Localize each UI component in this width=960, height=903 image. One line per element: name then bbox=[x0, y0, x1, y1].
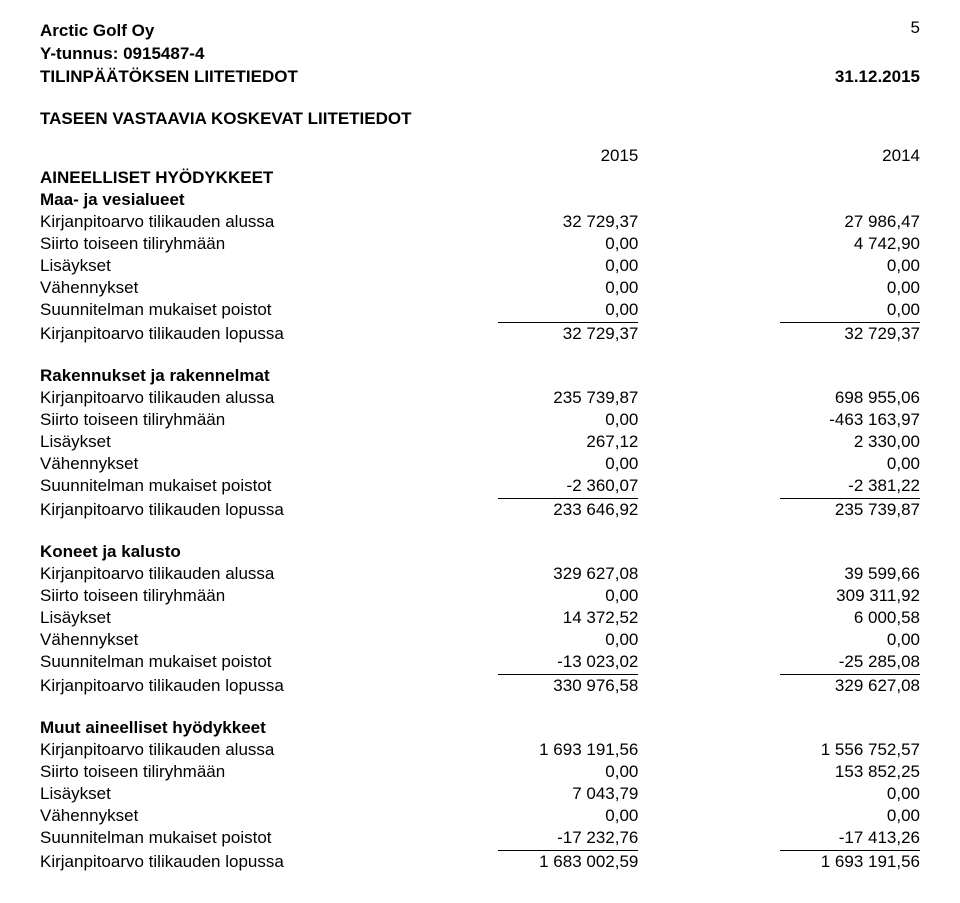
row-value-2: -2 381,22 bbox=[638, 475, 920, 497]
row-value-2: 235 739,87 bbox=[638, 497, 920, 521]
row-value-2: 0,00 bbox=[638, 255, 920, 277]
row-value-1: -13 023,02 bbox=[445, 651, 639, 673]
row-value-2: 0,00 bbox=[638, 453, 920, 475]
row-value-2: 0,00 bbox=[638, 299, 920, 321]
group-heading: AINEELLISET HYÖDYKKEET bbox=[40, 167, 445, 189]
row-value-1: 32 729,37 bbox=[445, 321, 639, 345]
row-value-2: 0,00 bbox=[638, 629, 920, 651]
row-label: Suunnitelman mukaiset poistot bbox=[40, 827, 445, 849]
row-value-1: -17 232,76 bbox=[445, 827, 639, 849]
row-value-1: 329 627,08 bbox=[445, 563, 639, 585]
row-value-2: -463 163,97 bbox=[638, 409, 920, 431]
row-label: Kirjanpitoarvo tilikauden alussa bbox=[40, 387, 445, 409]
row-value-2: 0,00 bbox=[638, 277, 920, 299]
row-value-1: 0,00 bbox=[445, 299, 639, 321]
row-value-2: 4 742,90 bbox=[638, 233, 920, 255]
row-label: Lisäykset bbox=[40, 607, 445, 629]
row-value-1: 267,12 bbox=[445, 431, 639, 453]
row-value-2: 329 627,08 bbox=[638, 673, 920, 697]
row-label: Lisäykset bbox=[40, 255, 445, 277]
row-value-2: 153 852,25 bbox=[638, 761, 920, 783]
row-value-1: -2 360,07 bbox=[445, 475, 639, 497]
row-value-2: 698 955,06 bbox=[638, 387, 920, 409]
page-container: 5 Arctic Golf Oy Y-tunnus: 0915487-4 TIL… bbox=[0, 0, 960, 903]
row-label: Kirjanpitoarvo tilikauden lopussa bbox=[40, 321, 445, 345]
row-value-1: 1 693 191,56 bbox=[445, 739, 639, 761]
row-label: Vähennykset bbox=[40, 453, 445, 475]
row-value-2: 2 330,00 bbox=[638, 431, 920, 453]
financial-table: 20152014 AINEELLISET HYÖDYKKEETMaa- ja ve… bbox=[40, 145, 920, 873]
row-value-1: 233 646,92 bbox=[445, 497, 639, 521]
row-label: Kirjanpitoarvo tilikauden lopussa bbox=[40, 497, 445, 521]
row-value-1: 0,00 bbox=[445, 453, 639, 475]
row-label: Siirto toiseen tiliryhmään bbox=[40, 585, 445, 607]
row-value-2: -17 413,26 bbox=[638, 827, 920, 849]
row-label: Suunnitelman mukaiset poistot bbox=[40, 651, 445, 673]
row-value-1: 0,00 bbox=[445, 805, 639, 827]
row-value-2: 309 311,92 bbox=[638, 585, 920, 607]
row-value-1: 0,00 bbox=[445, 629, 639, 651]
row-value-1: 14 372,52 bbox=[445, 607, 639, 629]
row-label: Lisäykset bbox=[40, 431, 445, 453]
business-id: Y-tunnus: 0915487-4 bbox=[40, 43, 920, 66]
row-value-1: 0,00 bbox=[445, 409, 639, 431]
row-label: Kirjanpitoarvo tilikauden alussa bbox=[40, 211, 445, 233]
row-value-1: 7 043,79 bbox=[445, 783, 639, 805]
row-label: Kirjanpitoarvo tilikauden alussa bbox=[40, 563, 445, 585]
group-subheading: Rakennukset ja rakennelmat bbox=[40, 365, 445, 387]
group-subheading: Maa- ja vesialueet bbox=[40, 189, 445, 211]
row-value-2: 6 000,58 bbox=[638, 607, 920, 629]
row-value-2: 0,00 bbox=[638, 805, 920, 827]
row-value-2: 1 693 191,56 bbox=[638, 849, 920, 873]
row-value-2: 1 556 752,57 bbox=[638, 739, 920, 761]
year-heading-1: 2015 bbox=[445, 145, 639, 167]
row-value-1: 1 683 002,59 bbox=[445, 849, 639, 873]
row-value-1: 32 729,37 bbox=[445, 211, 639, 233]
group-spacer bbox=[40, 521, 920, 541]
row-label: Siirto toiseen tiliryhmään bbox=[40, 233, 445, 255]
row-value-1: 0,00 bbox=[445, 585, 639, 607]
group-subheading: Muut aineelliset hyödykkeet bbox=[40, 717, 445, 739]
row-label: Vähennykset bbox=[40, 277, 445, 299]
group-spacer bbox=[40, 345, 920, 365]
row-label: Suunnitelman mukaiset poistot bbox=[40, 475, 445, 497]
page-number: 5 bbox=[911, 18, 920, 38]
group-subheading: Koneet ja kalusto bbox=[40, 541, 445, 563]
row-value-2: 27 986,47 bbox=[638, 211, 920, 233]
row-label: Lisäykset bbox=[40, 783, 445, 805]
row-label: Kirjanpitoarvo tilikauden lopussa bbox=[40, 673, 445, 697]
row-value-2: 39 599,66 bbox=[638, 563, 920, 585]
row-value-1: 0,00 bbox=[445, 761, 639, 783]
row-value-2: 0,00 bbox=[638, 783, 920, 805]
row-label: Siirto toiseen tiliryhmään bbox=[40, 409, 445, 431]
row-value-1: 0,00 bbox=[445, 255, 639, 277]
row-value-2: -25 285,08 bbox=[638, 651, 920, 673]
row-label: Kirjanpitoarvo tilikauden alussa bbox=[40, 739, 445, 761]
row-label: Vähennykset bbox=[40, 629, 445, 651]
document-title: TILINPÄÄTÖKSEN LIITETIEDOT bbox=[40, 66, 298, 89]
group-spacer bbox=[40, 697, 920, 717]
row-value-1: 0,00 bbox=[445, 233, 639, 255]
company-name: Arctic Golf Oy bbox=[40, 20, 920, 43]
row-value-1: 0,00 bbox=[445, 277, 639, 299]
row-value-2: 32 729,37 bbox=[638, 321, 920, 345]
row-value-1: 235 739,87 bbox=[445, 387, 639, 409]
document-date: 31.12.2015 bbox=[835, 66, 920, 89]
row-label: Vähennykset bbox=[40, 805, 445, 827]
row-label: Siirto toiseen tiliryhmään bbox=[40, 761, 445, 783]
section-title: TASEEN VASTAAVIA KOSKEVAT LIITETIEDOT bbox=[40, 109, 920, 129]
document-header: Arctic Golf Oy Y-tunnus: 0915487-4 TILIN… bbox=[40, 20, 920, 89]
row-label: Suunnitelman mukaiset poistot bbox=[40, 299, 445, 321]
row-value-1: 330 976,58 bbox=[445, 673, 639, 697]
year-row-spacer bbox=[40, 145, 445, 167]
year-heading-2: 2014 bbox=[638, 145, 920, 167]
row-label: Kirjanpitoarvo tilikauden lopussa bbox=[40, 849, 445, 873]
